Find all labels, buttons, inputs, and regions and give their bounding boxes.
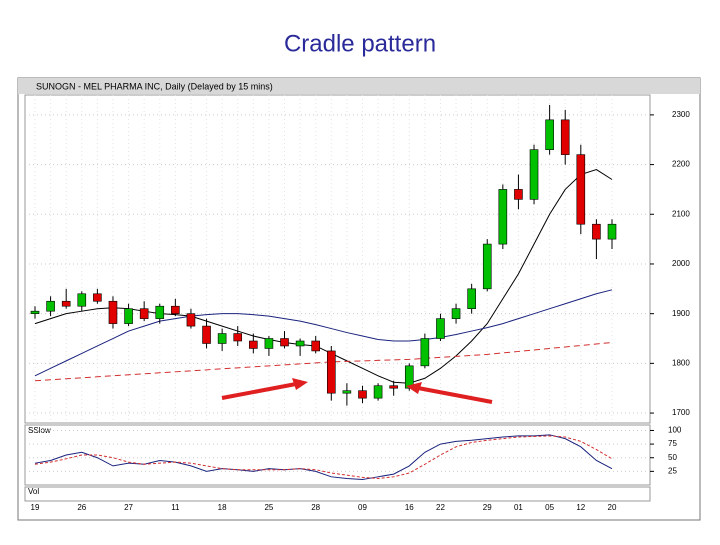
candle-body: [186, 313, 196, 327]
price-panel: [24, 94, 651, 424]
chart-header: SUNOGN - MEL PHARMA INC, Daily (Delayed …: [36, 81, 273, 91]
y-tick-label: 2100: [672, 209, 690, 218]
candle-body: [560, 119, 570, 155]
candle-body: [139, 308, 149, 319]
arrow-left: [221, 382, 297, 400]
candle-body: [467, 288, 476, 309]
candle-body: [171, 305, 180, 314]
stoch-line: [34, 434, 613, 481]
x-tick-label: 20: [608, 503, 617, 512]
y-tick-label: 100: [668, 426, 682, 435]
candle-body: [124, 308, 133, 324]
plot: 1700 1800 1900 2000 2100 2200 2300 19 26 27 11 18 25…: [25, 95, 690, 512]
candle-body: [93, 293, 102, 302]
candle-body: [61, 300, 71, 307]
y-tick-label: 75: [668, 439, 677, 448]
candle-body: [155, 305, 165, 319]
x-tick-label: 18: [218, 503, 227, 512]
candle-body: [545, 119, 554, 150]
y-tick-label: 2300: [672, 110, 690, 119]
x-tick-label: 29: [483, 503, 492, 512]
candle-body: [373, 385, 383, 399]
stoch-panel: [24, 424, 651, 486]
x-tick-label: 12: [576, 503, 585, 512]
volume-panel: [24, 486, 651, 502]
y-tick-label: 50: [668, 453, 677, 462]
y-tick-label: 2000: [672, 259, 690, 268]
candle-body: [607, 223, 617, 240]
candle-body: [46, 300, 55, 312]
candle-body: [264, 338, 274, 349]
candle-body: [451, 308, 461, 319]
x-tick-label: 19: [31, 503, 40, 512]
x-tick-label: 27: [124, 503, 133, 512]
arrow-right: [417, 386, 493, 404]
candle-body: [326, 350, 336, 394]
moving-average: [34, 289, 613, 377]
candle-body: [498, 189, 508, 245]
moving-average: [34, 341, 613, 382]
x-tick-label: 01: [514, 503, 523, 512]
candle-body: [342, 390, 352, 394]
x-tick-label: 26: [77, 503, 86, 512]
candle-body: [592, 223, 601, 240]
candle-body: [295, 340, 305, 347]
candle-body: [529, 149, 539, 200]
candle-body: [420, 338, 430, 367]
candle-body: [311, 340, 321, 352]
candle-body: [514, 189, 523, 200]
candle-body: [202, 325, 211, 344]
volume-label: Vol: [28, 487, 39, 496]
x-tick-label: 22: [436, 503, 445, 512]
x-tick-label: 28: [311, 503, 320, 512]
candle-body: [233, 333, 243, 342]
candle-body: [389, 385, 398, 389]
candle-body: [217, 333, 227, 344]
y-tick-label: 25: [668, 466, 677, 475]
candle-body: [280, 338, 289, 347]
x-tick-label: 11: [171, 503, 180, 512]
candle-body: [358, 390, 367, 399]
candle-body: [108, 300, 118, 324]
candle-body: [576, 154, 586, 225]
candle-body: [30, 310, 40, 314]
x-tick-label: 05: [545, 503, 554, 512]
stoch-line: [34, 435, 613, 479]
candle-body: [436, 318, 445, 339]
x-tick-label: 25: [264, 503, 273, 512]
candle-body: [404, 365, 414, 389]
y-tick-label: 1700: [672, 408, 690, 417]
candle-body: [482, 243, 492, 290]
x-tick-label: 16: [405, 503, 414, 512]
y-tick-label: 1800: [672, 358, 690, 367]
y-tick-label: 1900: [672, 309, 690, 318]
candle-body: [249, 340, 258, 349]
x-tick-label: 09: [358, 503, 367, 512]
arrowhead-left: [292, 378, 308, 390]
candle-body: [77, 293, 87, 307]
slide-title: Cradle pattern: [284, 30, 436, 57]
y-tick-label: 2200: [672, 160, 690, 169]
chart-header-bar: [18, 78, 700, 94]
arrowhead-right: [406, 382, 422, 394]
stoch-label: SSlow: [28, 426, 51, 435]
